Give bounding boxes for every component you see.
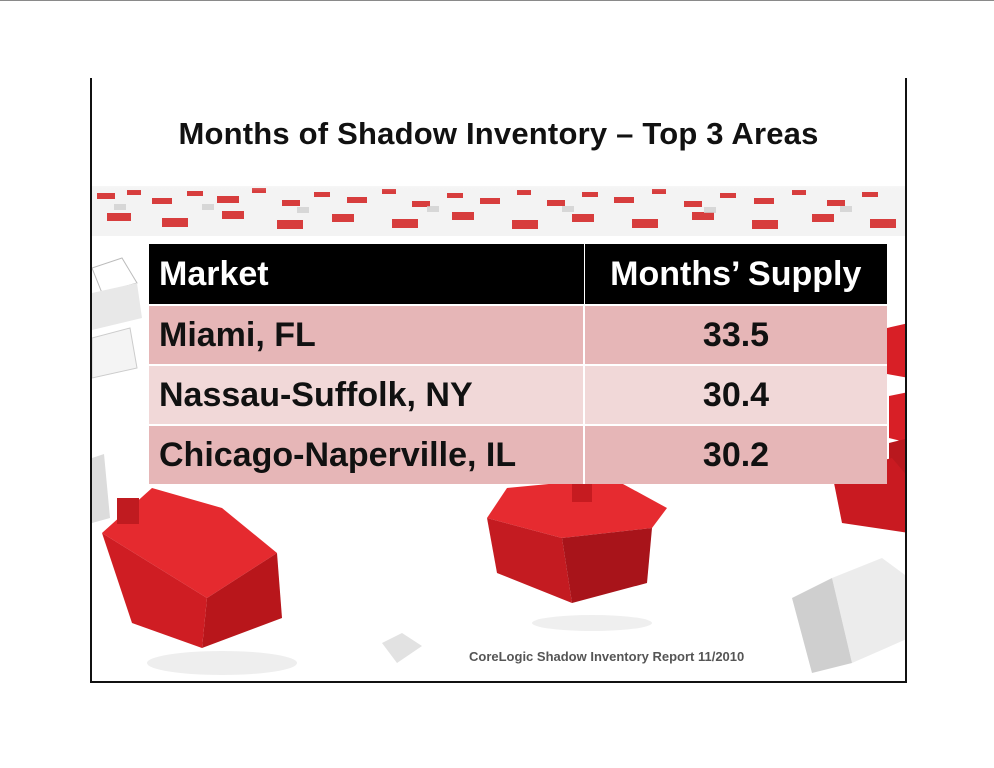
- column-header-months-supply: Months’ Supply: [584, 244, 887, 305]
- table-row: Chicago-Naperville, IL 30.2: [149, 424, 887, 484]
- column-header-market: Market: [149, 244, 585, 305]
- market-cell: Nassau-Suffolk, NY: [149, 364, 585, 425]
- market-cell: Miami, FL: [149, 304, 585, 365]
- slide: Months of Shadow Inventory – Top 3 Areas…: [90, 78, 907, 683]
- table-header-row: Market Months’ Supply: [149, 244, 887, 305]
- table-row: Miami, FL 33.5: [149, 304, 887, 365]
- top-rule: [0, 0, 994, 1]
- market-cell: Chicago-Naperville, IL: [149, 424, 585, 484]
- table-row: Nassau-Suffolk, NY 30.4: [149, 364, 887, 425]
- shadow-inventory-table: Market Months’ Supply Miami, FL 33.5 Nas…: [149, 244, 887, 484]
- slide-title: Months of Shadow Inventory – Top 3 Areas: [178, 116, 819, 151]
- source-citation: CoreLogic Shadow Inventory Report 11/201…: [469, 649, 745, 664]
- supply-cell: 33.5: [584, 304, 887, 365]
- supply-cell: 30.2: [584, 424, 887, 484]
- supply-cell: 30.4: [584, 364, 887, 425]
- distant-house-rows: [92, 186, 905, 236]
- foreground-houses: [92, 454, 905, 675]
